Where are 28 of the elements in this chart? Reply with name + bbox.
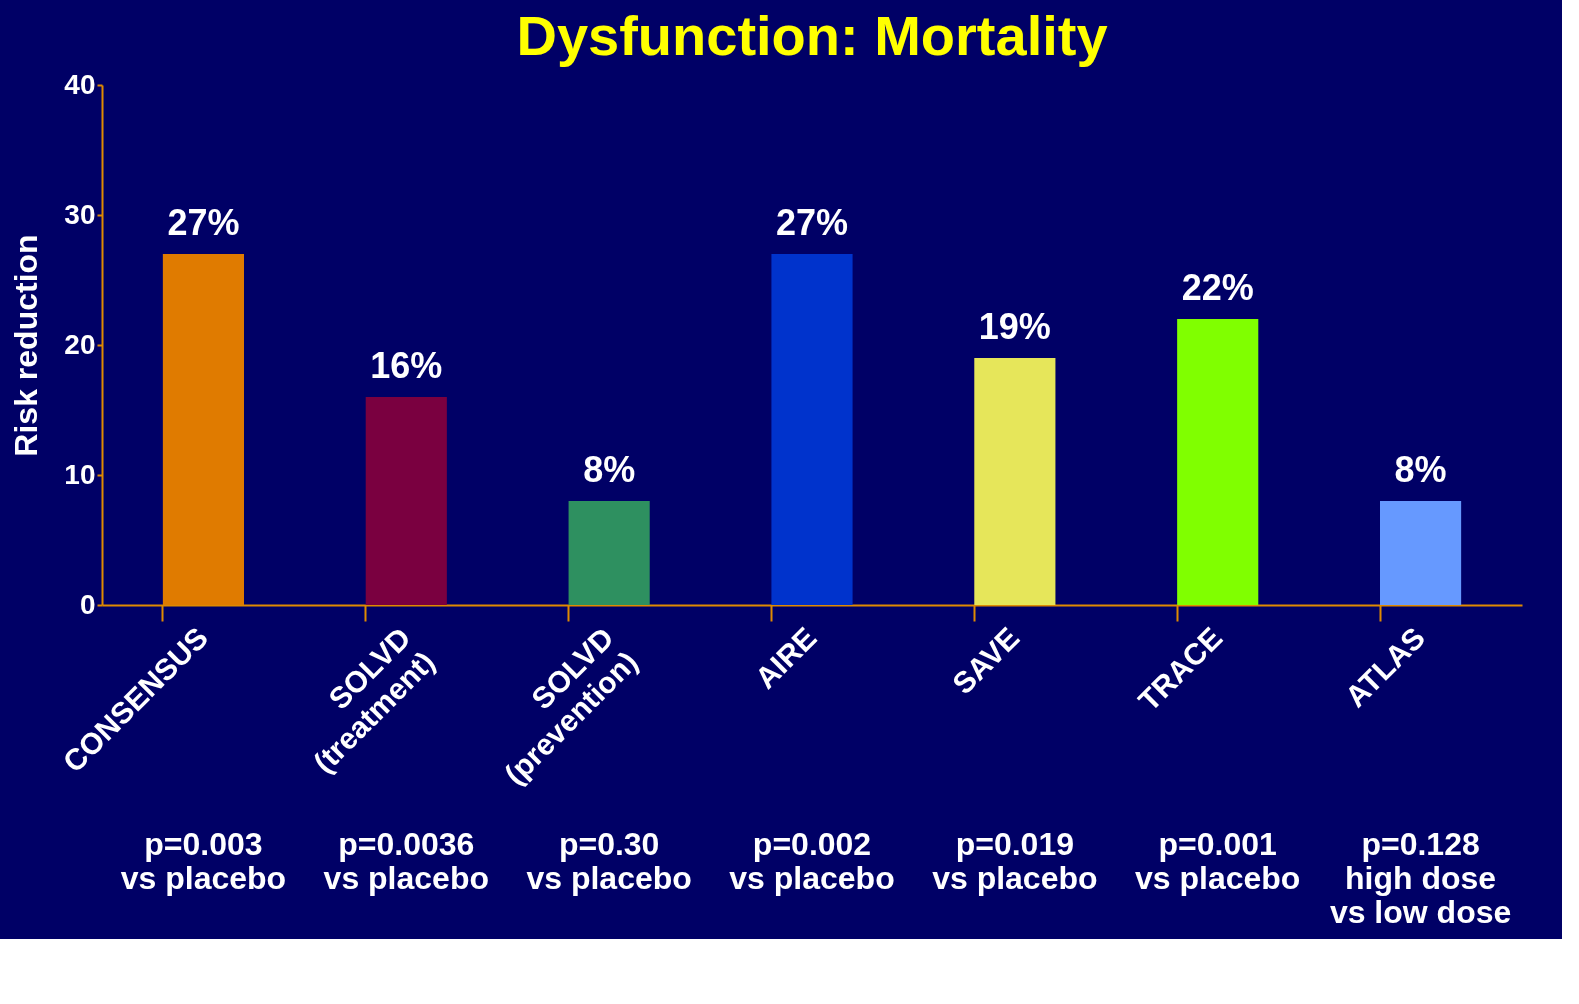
bar [1380, 501, 1462, 605]
y-tick-label: 40 [64, 68, 96, 100]
data-label: 27% [167, 202, 240, 243]
text: p=0.001 vs placebo [1135, 826, 1301, 896]
y-axis-title: Risk reduction [8, 234, 45, 457]
y-tick-label: 20 [64, 328, 96, 360]
bar [974, 358, 1056, 605]
y-tick-label: 0 [79, 588, 96, 620]
text: p=0.019 vs placebo [932, 826, 1098, 896]
data-label: 16% [370, 345, 443, 386]
data-label: 27% [775, 202, 849, 243]
data-label: 8% [1394, 449, 1447, 490]
text: p=0.30 vs placebo [526, 826, 692, 896]
y-tick-label: 10 [64, 458, 96, 490]
bar [1177, 319, 1259, 605]
data-label: 19% [978, 306, 1051, 347]
chart-title: Dysfunction: Mortality [516, 4, 1108, 67]
text: p=0.002 vs placebo [729, 826, 895, 896]
bar [771, 254, 853, 605]
text: p=0.128 high dose vs low dose [1329, 826, 1512, 930]
bar [365, 397, 447, 605]
text: p=0.0036 vs placebo [323, 826, 489, 896]
data-label: 8% [583, 449, 636, 490]
y-tick-label: 30 [64, 198, 96, 230]
bar [162, 254, 244, 605]
text: p=0.003 vs placebo [120, 826, 287, 896]
data-label: 22% [1181, 267, 1254, 308]
bar [568, 501, 650, 605]
